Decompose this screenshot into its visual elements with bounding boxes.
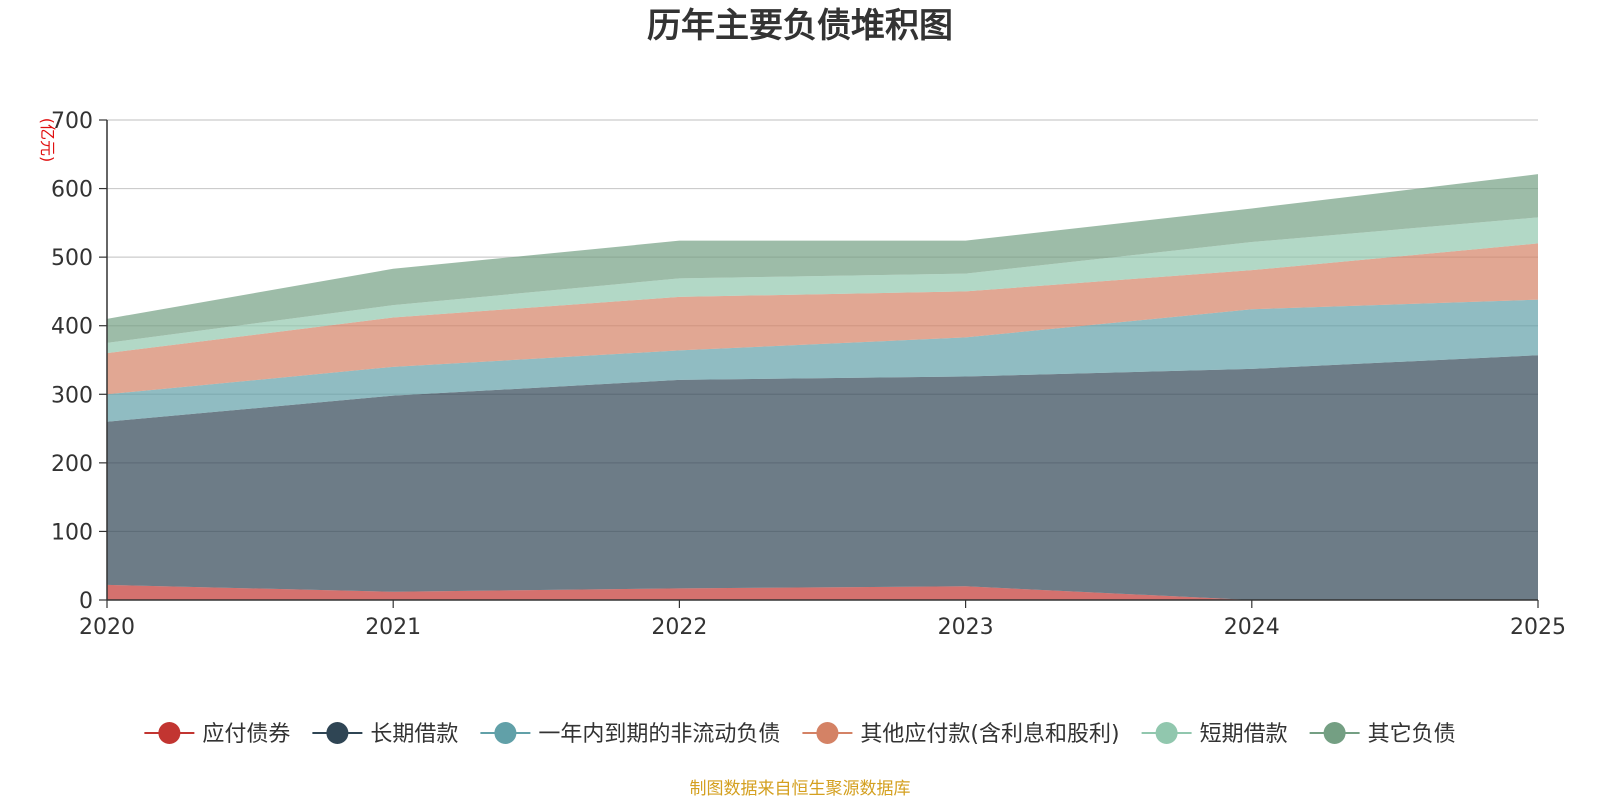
y-tick-label-400: 400 [51,315,93,340]
legend-item-4: 短期借款 [1141,722,1288,747]
legend-item-3: 其他应付款(含利息和股利) [802,722,1120,747]
x-tick-label-2023: 2023 [938,615,994,640]
axes: 0 100 200 300 400 500 600 700 2020 2021 2022 2023 20… [51,109,1566,640]
y-tick-label-100: 100 [51,520,93,545]
chart-title: 历年主要负债堆积图 [647,6,953,46]
x-tick-label-2024: 2024 [1224,615,1280,640]
legend-marker-4 [1155,722,1178,744]
stacked-areas [107,174,1538,600]
legend-marker-5 [1323,722,1346,744]
unit-label: (亿元) [38,118,57,163]
x-tick-label-2020: 2020 [79,615,135,640]
area-series-2 [107,299,1538,422]
legend-item-0: 应付债券 [144,722,290,747]
legend-label-3: 其他应付款(含利息和股利) [860,722,1119,747]
legend-marker-1 [326,722,349,744]
x-tick-label-2022: 2022 [651,615,707,640]
x-tick-label-2025: 2025 [1510,615,1566,640]
legend-item-1: 长期借款 [312,722,458,747]
area-series-5 [107,174,1538,343]
legend-marker-0 [158,722,181,744]
y-tick-label-500: 500 [51,246,93,271]
x-tick-label-2021: 2021 [365,615,421,640]
legend: 应付债券 长期借款 一年内到期的非流动负债 其他应付款(含利息和股利) 短期借款 其它负债 [144,722,1456,747]
legend-label-5: 其它负债 [1368,722,1456,747]
source-note: 制图数据来自恒生聚源数据库 [690,779,911,799]
legend-label-1: 长期借款 [370,722,458,747]
area-series-1 [107,355,1538,600]
area-series-4 [107,217,1538,354]
area-series-3 [107,243,1538,395]
area-series-0 [107,584,1538,600]
legend-label-0: 应付债券 [202,722,290,747]
y-tick-label-600: 600 [51,178,93,203]
y-tick-label-0: 0 [79,589,93,614]
legend-item-5: 其它负债 [1309,722,1456,747]
legend-marker-2 [494,722,517,744]
legend-label-2: 一年内到期的非流动负债 [538,722,780,747]
y-tick-label-700: 700 [51,109,93,134]
legend-item-2: 一年内到期的非流动负债 [480,722,780,747]
legend-marker-3 [816,722,839,744]
y-tick-label-300: 300 [51,383,93,408]
legend-label-4: 短期借款 [1200,722,1288,747]
y-tick-label-200: 200 [51,452,93,477]
